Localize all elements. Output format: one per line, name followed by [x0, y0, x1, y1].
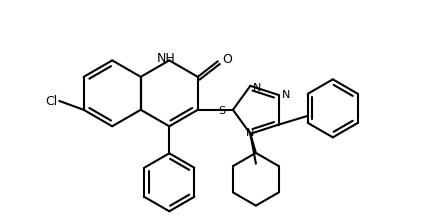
- Text: O: O: [222, 53, 232, 66]
- Text: N: N: [253, 82, 261, 93]
- Text: N: N: [282, 90, 290, 100]
- Text: S: S: [218, 106, 226, 116]
- Text: Cl: Cl: [45, 95, 57, 108]
- Text: NH: NH: [157, 52, 175, 65]
- Text: N: N: [246, 128, 254, 138]
